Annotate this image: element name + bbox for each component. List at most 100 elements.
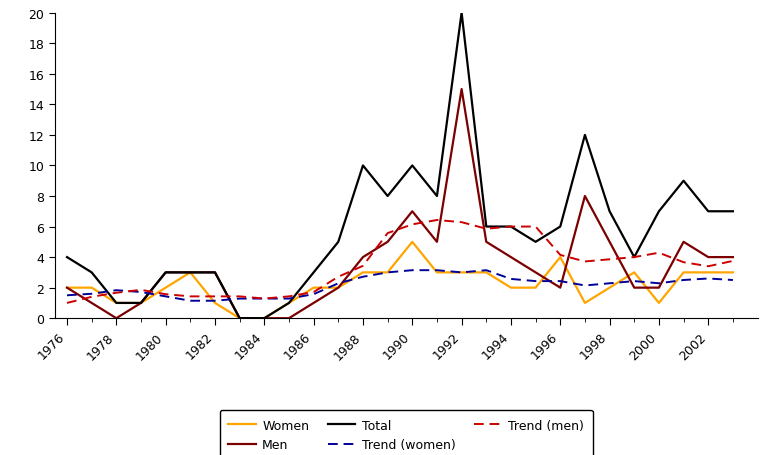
Line: Total: Total: [67, 14, 733, 318]
Trend (women): [235, 296, 244, 302]
Trend (women): [629, 279, 639, 284]
Total: [112, 300, 121, 306]
Legend: Women, Men, Total, Trend (women), Trend (men): Women, Men, Total, Trend (women), Trend …: [219, 410, 593, 455]
Total: [87, 270, 96, 275]
Trend (women): [210, 298, 219, 304]
Men: [482, 239, 491, 245]
Women: [259, 316, 269, 321]
Trend (men): [629, 255, 639, 260]
Women: [137, 300, 146, 306]
Total: [383, 194, 392, 199]
Men: [580, 194, 590, 199]
Trend (men): [506, 224, 515, 230]
Men: [284, 316, 294, 321]
Total: [555, 224, 565, 230]
Trend (men): [555, 253, 565, 258]
Trend (men): [457, 220, 466, 225]
Trend (men): [161, 292, 170, 297]
Trend (men): [87, 294, 96, 300]
Men: [62, 285, 72, 291]
Men: [186, 270, 195, 275]
Women: [605, 285, 615, 291]
Trend (women): [728, 278, 737, 283]
Men: [333, 285, 343, 291]
Trend (women): [309, 292, 319, 297]
Trend (women): [704, 276, 713, 282]
Men: [210, 270, 219, 275]
Men: [112, 316, 121, 321]
Trend (men): [358, 263, 368, 269]
Trend (men): [383, 231, 392, 236]
Line: Women: Women: [67, 242, 733, 318]
Trend (women): [333, 281, 343, 286]
Women: [62, 285, 72, 291]
Men: [408, 209, 417, 215]
Total: [259, 316, 269, 321]
Men: [383, 239, 392, 245]
Trend (men): [704, 264, 713, 269]
Trend (women): [408, 268, 417, 273]
Women: [284, 300, 294, 306]
Total: [137, 300, 146, 306]
Women: [531, 285, 540, 291]
Trend (men): [259, 296, 269, 302]
Trend (women): [161, 294, 170, 299]
Total: [654, 209, 664, 215]
Total: [605, 209, 615, 215]
Men: [506, 255, 515, 260]
Trend (men): [284, 294, 294, 299]
Trend (men): [531, 224, 540, 230]
Total: [580, 133, 590, 138]
Trend (men): [654, 250, 664, 256]
Men: [432, 239, 441, 245]
Trend (women): [137, 290, 146, 295]
Trend (women): [506, 277, 515, 282]
Men: [629, 285, 639, 291]
Women: [112, 300, 121, 306]
Men: [137, 300, 146, 306]
Line: Trend (women): Trend (women): [67, 271, 733, 301]
Trend (women): [87, 291, 96, 297]
Men: [259, 316, 269, 321]
Trend (women): [383, 270, 392, 275]
Total: [432, 194, 441, 199]
Total: [482, 224, 491, 230]
Men: [235, 316, 244, 321]
Total: [679, 178, 688, 184]
Trend (women): [654, 281, 664, 286]
Total: [704, 209, 713, 215]
Trend (men): [210, 294, 219, 299]
Trend (women): [112, 288, 121, 293]
Trend (women): [531, 279, 540, 284]
Total: [506, 224, 515, 230]
Trend (men): [333, 274, 343, 280]
Women: [333, 285, 343, 291]
Women: [629, 270, 639, 275]
Women: [210, 300, 219, 306]
Women: [679, 270, 688, 275]
Men: [531, 270, 540, 275]
Women: [580, 300, 590, 306]
Men: [605, 239, 615, 245]
Trend (women): [679, 278, 688, 283]
Total: [62, 255, 72, 260]
Men: [728, 255, 737, 260]
Women: [482, 270, 491, 275]
Men: [87, 300, 96, 306]
Women: [186, 270, 195, 275]
Women: [358, 270, 368, 275]
Total: [186, 270, 195, 275]
Women: [432, 270, 441, 275]
Trend (women): [457, 270, 466, 275]
Line: Trend (men): Trend (men): [67, 221, 733, 303]
Men: [457, 87, 466, 93]
Women: [87, 285, 96, 291]
Women: [728, 270, 737, 275]
Men: [654, 285, 664, 291]
Women: [309, 285, 319, 291]
Trend (men): [309, 290, 319, 295]
Men: [358, 255, 368, 260]
Men: [679, 239, 688, 245]
Women: [408, 239, 417, 245]
Trend (women): [62, 293, 72, 298]
